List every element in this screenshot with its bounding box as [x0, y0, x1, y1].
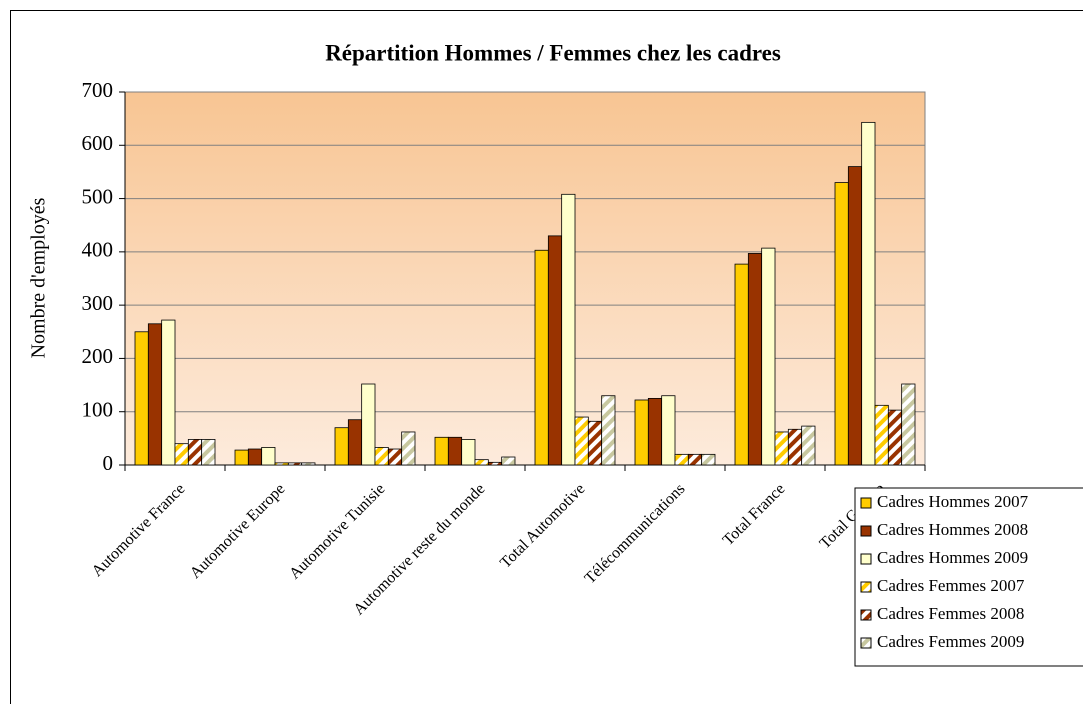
legend-swatch — [860, 497, 872, 509]
legend-swatch — [860, 525, 872, 537]
bar — [547, 235, 563, 466]
bar — [747, 253, 763, 466]
legend-label: Cadres Hommes 2007 — [877, 492, 1029, 511]
legend-swatch — [860, 553, 872, 565]
bar — [201, 439, 216, 466]
legend-swatch — [860, 637, 872, 649]
legend-label: Cadres Femmes 2008 — [877, 604, 1024, 623]
bar — [147, 323, 163, 466]
bar — [401, 431, 416, 466]
bar — [861, 121, 876, 466]
bar — [601, 395, 616, 466]
legend-label: Cadres Hommes 2008 — [877, 520, 1028, 539]
y-tick-label: 500 — [82, 184, 114, 208]
legend-box — [854, 487, 1083, 667]
y-tick-label: 300 — [82, 291, 114, 315]
bar — [274, 462, 289, 466]
bar — [461, 439, 476, 466]
y-tick-label: 100 — [82, 398, 114, 422]
bar — [701, 453, 716, 466]
bar — [874, 404, 889, 466]
plot-area — [124, 91, 926, 466]
bar — [487, 461, 503, 466]
y-tick-label: 600 — [82, 131, 114, 155]
bar — [447, 436, 463, 466]
legend-label: Cadres Femmes 2009 — [877, 632, 1024, 651]
bar — [174, 443, 189, 466]
y-tick-label: 700 — [82, 78, 114, 102]
bar — [647, 397, 663, 466]
bar — [901, 383, 916, 466]
bar — [634, 399, 649, 466]
bar — [687, 453, 703, 466]
bar — [374, 447, 389, 466]
bar — [434, 436, 449, 466]
bar — [534, 249, 549, 466]
bar — [287, 462, 303, 466]
y-tick-label: 0 — [103, 451, 114, 475]
bar — [234, 449, 249, 466]
bar — [301, 462, 316, 466]
y-axis-label: Nombre d'employés — [28, 197, 50, 358]
bar — [347, 419, 363, 466]
bar — [834, 182, 849, 466]
chart-title: Répartition Hommes / Femmes chez les cad… — [325, 40, 781, 65]
bar — [774, 431, 789, 466]
legend-label: Cadres Femmes 2007 — [877, 576, 1025, 595]
bar — [474, 459, 489, 466]
bar — [334, 427, 349, 466]
bar — [561, 193, 576, 466]
bar — [887, 409, 903, 466]
y-tick-label: 400 — [82, 238, 114, 262]
bar — [787, 428, 803, 466]
bar — [761, 247, 776, 466]
bar — [387, 448, 403, 466]
bar — [247, 448, 263, 466]
bar — [801, 425, 816, 466]
bar — [587, 420, 603, 466]
bar — [574, 416, 589, 466]
bar — [261, 447, 276, 466]
legend-swatch — [860, 609, 872, 621]
legend-swatch — [860, 581, 872, 593]
bar — [674, 453, 689, 466]
bar — [161, 319, 176, 466]
bar — [847, 166, 863, 466]
bar — [361, 383, 376, 466]
legend-label: Cadres Hommes 2009 — [877, 548, 1028, 567]
bar — [734, 263, 749, 466]
bar — [661, 395, 676, 466]
bar — [134, 331, 149, 466]
y-tick-label: 200 — [82, 344, 114, 368]
bar — [501, 456, 516, 466]
bar — [187, 439, 203, 466]
